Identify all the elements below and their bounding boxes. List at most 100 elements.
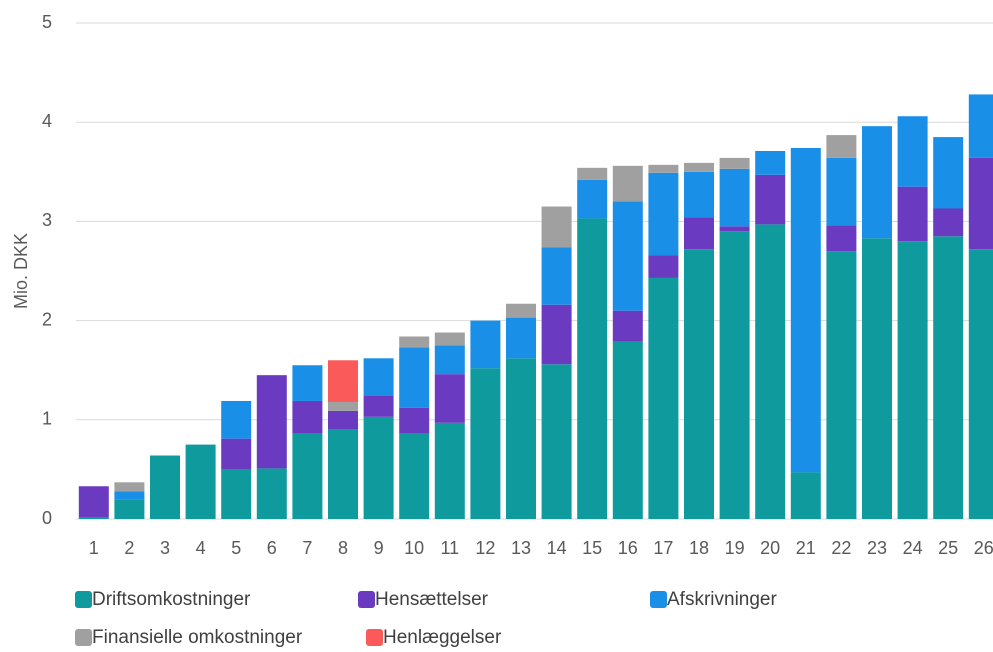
legend-label: Henlæggelser	[383, 627, 502, 648]
bar-segment	[256, 375, 287, 469]
bar-segment	[328, 429, 358, 519]
bar-segment	[506, 317, 536, 359]
x-tick-label: 23	[867, 538, 887, 558]
bar-segment	[755, 174, 786, 225]
bar-segment	[150, 455, 180, 519]
x-tick-label: 21	[796, 538, 816, 558]
bar-segment	[363, 416, 394, 519]
x-tick-label: 14	[547, 538, 567, 558]
bar-segment	[292, 400, 323, 434]
bar-segment	[114, 491, 145, 500]
x-tick-label: 9	[374, 538, 384, 558]
bar-segment	[541, 304, 572, 365]
bar-segment	[292, 433, 323, 519]
bar-segment	[470, 368, 501, 519]
bar-segment	[399, 347, 430, 408]
x-tick-label: 25	[938, 538, 958, 558]
y-tick-label: 2	[42, 309, 52, 329]
bar-segment	[612, 165, 643, 202]
bar-segment	[541, 364, 572, 519]
x-tick-label: 10	[404, 538, 424, 558]
x-tick-label: 26	[974, 538, 993, 558]
bar-segment	[506, 303, 536, 318]
bar-segment	[684, 171, 714, 218]
legend-label: Hensættelser	[375, 589, 489, 610]
bar-segment	[826, 251, 857, 519]
x-tick-label: 7	[302, 538, 312, 558]
bar-segment	[541, 247, 572, 305]
y-tick-label: 1	[42, 409, 52, 429]
bar-segment	[363, 358, 394, 396]
x-tick-label: 17	[653, 538, 673, 558]
x-tick-label: 4	[196, 538, 206, 558]
x-tick-label: 11	[440, 538, 459, 558]
bar-segment	[933, 236, 964, 519]
bar-segment	[399, 433, 430, 519]
y-tick-label: 3	[42, 210, 52, 230]
bar-segment	[968, 94, 993, 158]
x-tick-label: 12	[475, 538, 495, 558]
bar-segment	[577, 179, 608, 219]
x-tick-label: 5	[231, 538, 241, 558]
bar-segment	[114, 482, 145, 492]
x-tick-label: 3	[160, 538, 170, 558]
bar-segment	[755, 224, 786, 519]
bar-segment	[897, 241, 928, 520]
bar-segment	[434, 374, 465, 423]
bar-segment	[790, 147, 821, 473]
bar-segment	[434, 332, 465, 346]
x-tick-label: 22	[831, 538, 851, 558]
bar-segment	[862, 238, 892, 520]
bar-segment	[506, 358, 536, 519]
bar-segment	[577, 167, 608, 180]
bar-segment	[328, 360, 358, 402]
bar-segment	[719, 168, 750, 227]
bar-segment	[577, 218, 608, 519]
bar-segment	[684, 162, 714, 172]
bar-segment	[221, 469, 252, 519]
bar-segment	[434, 422, 465, 519]
bar-segment	[648, 172, 679, 256]
legend-swatch	[650, 591, 667, 608]
bar-segment	[684, 249, 714, 519]
bar-segment	[612, 341, 643, 519]
legend-swatch	[358, 591, 375, 608]
bar-segment	[256, 468, 287, 519]
legend-swatch	[75, 591, 92, 608]
bar-segment	[78, 486, 109, 518]
bar-segment	[826, 225, 857, 252]
bar-segment	[933, 137, 964, 209]
legend-swatch	[366, 629, 383, 646]
legend-label: Driftsomkostninger	[92, 589, 251, 610]
y-tick-label: 5	[42, 12, 52, 32]
legend-label: Afskrivninger	[667, 589, 777, 610]
bar-segment	[897, 186, 928, 242]
x-tick-label: 8	[338, 538, 348, 558]
x-tick-label: 2	[124, 538, 134, 558]
bar-segment	[363, 395, 394, 417]
x-tick-label: 19	[725, 538, 745, 558]
bar-segment	[897, 116, 928, 187]
legend-swatch	[75, 629, 92, 646]
bar-segment	[78, 517, 109, 519]
bar-segment	[221, 400, 252, 439]
bar-segment	[114, 499, 145, 519]
bar-segment	[826, 135, 857, 158]
bar-segment	[968, 249, 993, 519]
bar-segment	[399, 407, 430, 434]
y-tick-label: 0	[42, 508, 52, 528]
x-tick-label: 1	[89, 538, 99, 558]
bar-segment	[292, 365, 323, 401]
bar-segment	[648, 277, 679, 519]
bar-segment	[612, 201, 643, 311]
bar-segment	[719, 226, 750, 232]
bar-segment	[648, 255, 679, 278]
bar-segment	[648, 164, 679, 173]
bar-segment	[434, 345, 465, 375]
bar-segment	[755, 150, 786, 175]
bar-segment	[541, 206, 572, 248]
x-tick-label: 16	[618, 538, 638, 558]
bar-segment	[470, 320, 501, 369]
x-tick-label: 24	[903, 538, 923, 558]
x-tick-label: 18	[689, 538, 709, 558]
